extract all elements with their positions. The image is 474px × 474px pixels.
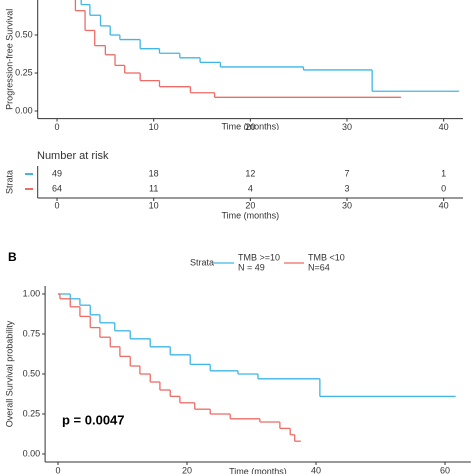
risk-count: 12 — [245, 168, 255, 178]
risk-count: 18 — [149, 168, 159, 178]
risk-count: 4 — [248, 183, 253, 193]
x-tick-label: 40 — [439, 122, 449, 132]
x-tick-label: 30 — [342, 122, 352, 132]
os-panel: 0.00 0.25 0.50 0.75 1.00 0 20 40 60 Time (months)… — [4, 250, 471, 474]
x-tick-label: 0 — [55, 200, 60, 210]
y-axis-title: Progression-free Survival — [4, 9, 14, 110]
x-tick-label: 10 — [149, 122, 159, 132]
x-tick-label: 40 — [311, 465, 321, 474]
y-tick-label: 0.50 — [23, 368, 41, 378]
risk-count: 7 — [345, 168, 350, 178]
legend-label: TMB >=10 — [238, 252, 280, 262]
table-title: Number at risk — [37, 150, 109, 162]
pfs-panel: 0.00 0.25 0.50 0 10 20 30 40 Time (months) Progre… — [4, 0, 463, 132]
legend-title: Strata — [190, 257, 214, 267]
x-axis-title: Time (months) — [229, 466, 287, 474]
strata-title: Strata — [4, 170, 14, 194]
risk-count: 11 — [149, 183, 158, 193]
legend-n: N = 49 — [238, 262, 265, 272]
legend-n: N=64 — [308, 262, 330, 272]
x-axis-title: Time (months) — [222, 121, 280, 131]
x-tick-label: 0 — [55, 122, 60, 132]
x-tick-label: 30 — [342, 200, 352, 210]
x-tick-label: 20 — [245, 122, 255, 132]
p-value: p = 0.0047 — [62, 412, 125, 427]
risk-count: 1 — [441, 168, 446, 178]
x-tick-label: 20 — [182, 465, 192, 474]
x-axis-title: Time (months) — [222, 210, 280, 220]
y-tick-label: 0.25 — [15, 67, 33, 77]
y-tick-label: 0.50 — [15, 29, 33, 39]
legend-label: TMB <10 — [308, 252, 345, 262]
y-axis-title: Overall Survival probability — [4, 320, 14, 427]
risk-count: 0 — [441, 183, 446, 193]
y-tick-label: 0.00 — [23, 448, 41, 458]
risk-count: 49 — [52, 168, 62, 178]
y-tick-label: 0.75 — [23, 328, 41, 338]
risk-count: 64 — [52, 183, 62, 193]
x-tick-label: 0 — [55, 465, 60, 474]
y-tick-label: 0.00 — [15, 105, 33, 115]
x-tick-label: 20 — [245, 200, 255, 210]
y-tick-label: 0.25 — [23, 408, 41, 418]
risk-count: 3 — [345, 183, 350, 193]
x-tick-label: 60 — [440, 465, 450, 474]
x-tick-label: 10 — [149, 200, 159, 210]
y-tick-label: 1.00 — [23, 288, 41, 298]
panel-label: B — [8, 250, 17, 264]
x-tick-label: 40 — [439, 200, 449, 210]
